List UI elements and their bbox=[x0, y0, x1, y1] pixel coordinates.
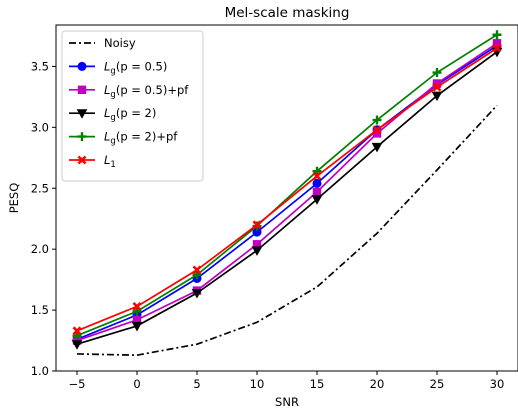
plot-frame bbox=[55, 24, 518, 372]
data-point bbox=[372, 115, 382, 125]
legend-label: L1 bbox=[104, 153, 116, 170]
legend-label: Lg(p = 0.5)+pf bbox=[104, 83, 189, 100]
series-line bbox=[76, 47, 498, 332]
y-tick-label: 3.5 bbox=[31, 59, 49, 73]
data-point bbox=[192, 270, 202, 280]
series-line bbox=[76, 34, 498, 337]
y-tick-label: 2.5 bbox=[31, 181, 49, 195]
data-point bbox=[432, 82, 442, 92]
data-point bbox=[251, 246, 263, 256]
y-tick-label: 2.0 bbox=[31, 242, 49, 256]
data-point bbox=[372, 125, 382, 135]
y-axis-label: PESQ bbox=[7, 183, 21, 214]
x-tick-label: 5 bbox=[193, 377, 200, 391]
data-point bbox=[371, 142, 383, 153]
chart-title: Mel-scale masking bbox=[225, 5, 350, 21]
data-point bbox=[132, 302, 142, 311]
series-group bbox=[71, 30, 503, 357]
series-5 bbox=[72, 43, 502, 336]
legend-label: Lg(p = 2) bbox=[104, 106, 156, 123]
data-point bbox=[252, 220, 262, 230]
data-point bbox=[192, 265, 202, 275]
data-point bbox=[131, 321, 143, 332]
data-point bbox=[311, 195, 323, 205]
series-3 bbox=[71, 47, 503, 350]
legend: Noisy Lg(p = 0.5) Lg(p = 0.5)+pf Lg(p = 2) L… bbox=[61, 30, 204, 182]
legend-marker bbox=[77, 155, 87, 165]
x-tick-label: 30 bbox=[490, 377, 505, 391]
legend-entry: Lg(p = 0.5) bbox=[69, 59, 167, 76]
data-point bbox=[432, 68, 442, 78]
series-0 bbox=[76, 104, 498, 357]
data-point bbox=[492, 30, 502, 40]
legend-entry: Lg(p = 2) bbox=[69, 106, 156, 123]
data-point bbox=[492, 43, 502, 53]
series-line bbox=[76, 104, 498, 357]
data-point bbox=[72, 331, 82, 341]
data-point bbox=[312, 187, 322, 197]
data-point bbox=[71, 340, 83, 350]
legend-marker bbox=[77, 61, 87, 71]
legend-entry: Noisy bbox=[69, 36, 136, 50]
legend-label: Lg(p = 2)+pf bbox=[104, 130, 178, 147]
data-point bbox=[191, 289, 203, 299]
data-point bbox=[312, 171, 322, 181]
x-axis-label: SNR bbox=[275, 395, 299, 409]
data-point bbox=[431, 91, 443, 102]
legend-entry: Lg(p = 0.5)+pf bbox=[69, 83, 189, 100]
series-line bbox=[76, 51, 498, 346]
data-point bbox=[312, 178, 322, 188]
data-point bbox=[72, 326, 82, 336]
legend-label: Noisy bbox=[104, 36, 136, 50]
legend-marker bbox=[77, 85, 87, 94]
data-point bbox=[312, 166, 322, 176]
x-tick-label: −5 bbox=[69, 377, 86, 391]
legend-box bbox=[61, 30, 204, 182]
y-axis-ticks: 1.0 1.5 2.0 2.5 3.0 3.5 bbox=[31, 59, 56, 378]
x-tick-label: 10 bbox=[250, 377, 265, 391]
x-tick-label: 25 bbox=[430, 377, 445, 391]
x-tick-label: 15 bbox=[310, 377, 325, 391]
y-tick-label: 3.0 bbox=[31, 120, 49, 134]
y-tick-label: 1.0 bbox=[31, 364, 49, 378]
x-tick-label: 0 bbox=[133, 377, 140, 391]
legend-marker bbox=[76, 109, 88, 119]
series-line bbox=[76, 42, 498, 342]
data-point bbox=[132, 306, 142, 316]
legend-entry: Lg(p = 2)+pf bbox=[69, 130, 178, 147]
series-4 bbox=[72, 30, 502, 341]
legend-label: Lg(p = 0.5) bbox=[104, 59, 167, 76]
x-tick-label: 20 bbox=[370, 377, 385, 391]
y-tick-label: 1.5 bbox=[31, 303, 49, 317]
x-axis-ticks: −5 0 5 10 15 20 25 30 bbox=[69, 371, 505, 391]
legend-marker bbox=[77, 132, 87, 142]
legend-entry: L1 bbox=[69, 153, 116, 170]
